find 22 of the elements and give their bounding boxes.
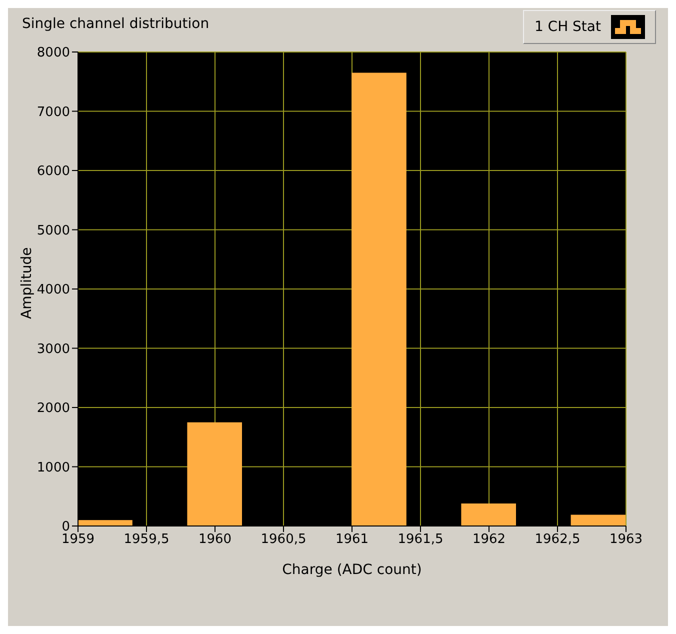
x-tick-label: 1962,5 xyxy=(534,532,580,548)
x-tick-label: 1960,5 xyxy=(260,532,306,548)
y-tick-label: 2000 xyxy=(36,401,70,416)
legend-label: 1 CH Stat xyxy=(534,19,601,35)
y-tick-label: 1000 xyxy=(36,460,70,476)
y-tick-label: 5000 xyxy=(36,223,70,238)
x-tick-label: 1961,5 xyxy=(398,532,444,548)
x-tick-label: 1959 xyxy=(61,532,95,548)
y-tick-label: 0 xyxy=(62,520,70,535)
chart-title: Single channel distribution xyxy=(22,16,210,32)
x-tick-label: 1961 xyxy=(335,532,369,548)
y-tick-label: 4000 xyxy=(36,282,70,298)
y-axis-title: Amplitude xyxy=(18,247,35,319)
y-tick-label: 8000 xyxy=(36,46,70,61)
y-tick-label: 7000 xyxy=(36,104,70,120)
y-tick-label: 6000 xyxy=(36,164,70,180)
x-tick-label: 1959,5 xyxy=(124,532,170,548)
x-tick-label: 1962 xyxy=(472,532,506,548)
x-tick-label: 1963 xyxy=(609,532,643,548)
x-axis-title: Charge (ADC count) xyxy=(282,562,422,578)
y-tick-label: 3000 xyxy=(36,342,70,357)
x-tick-label: 1960 xyxy=(198,532,232,548)
